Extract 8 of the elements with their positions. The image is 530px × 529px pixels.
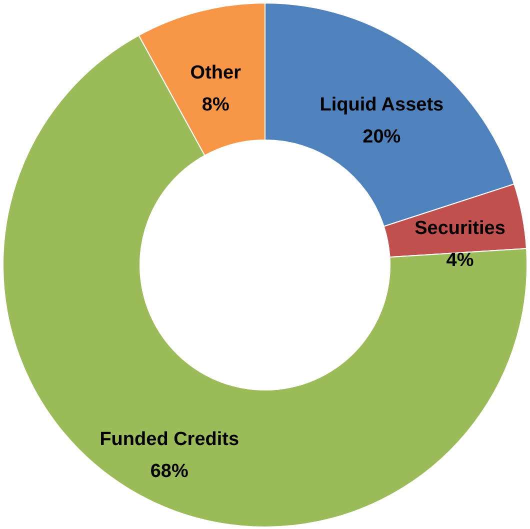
data-label: 20% [362, 126, 401, 148]
slice-label: Funded Credits [100, 428, 240, 450]
slice-label: Other [190, 62, 242, 84]
slice-label: Liquid Assets [320, 94, 444, 116]
slice-label: Securities [414, 218, 506, 239]
data-label: 68% [150, 460, 188, 482]
data-label: 8% [202, 94, 230, 116]
data-label: 4% [446, 250, 474, 271]
